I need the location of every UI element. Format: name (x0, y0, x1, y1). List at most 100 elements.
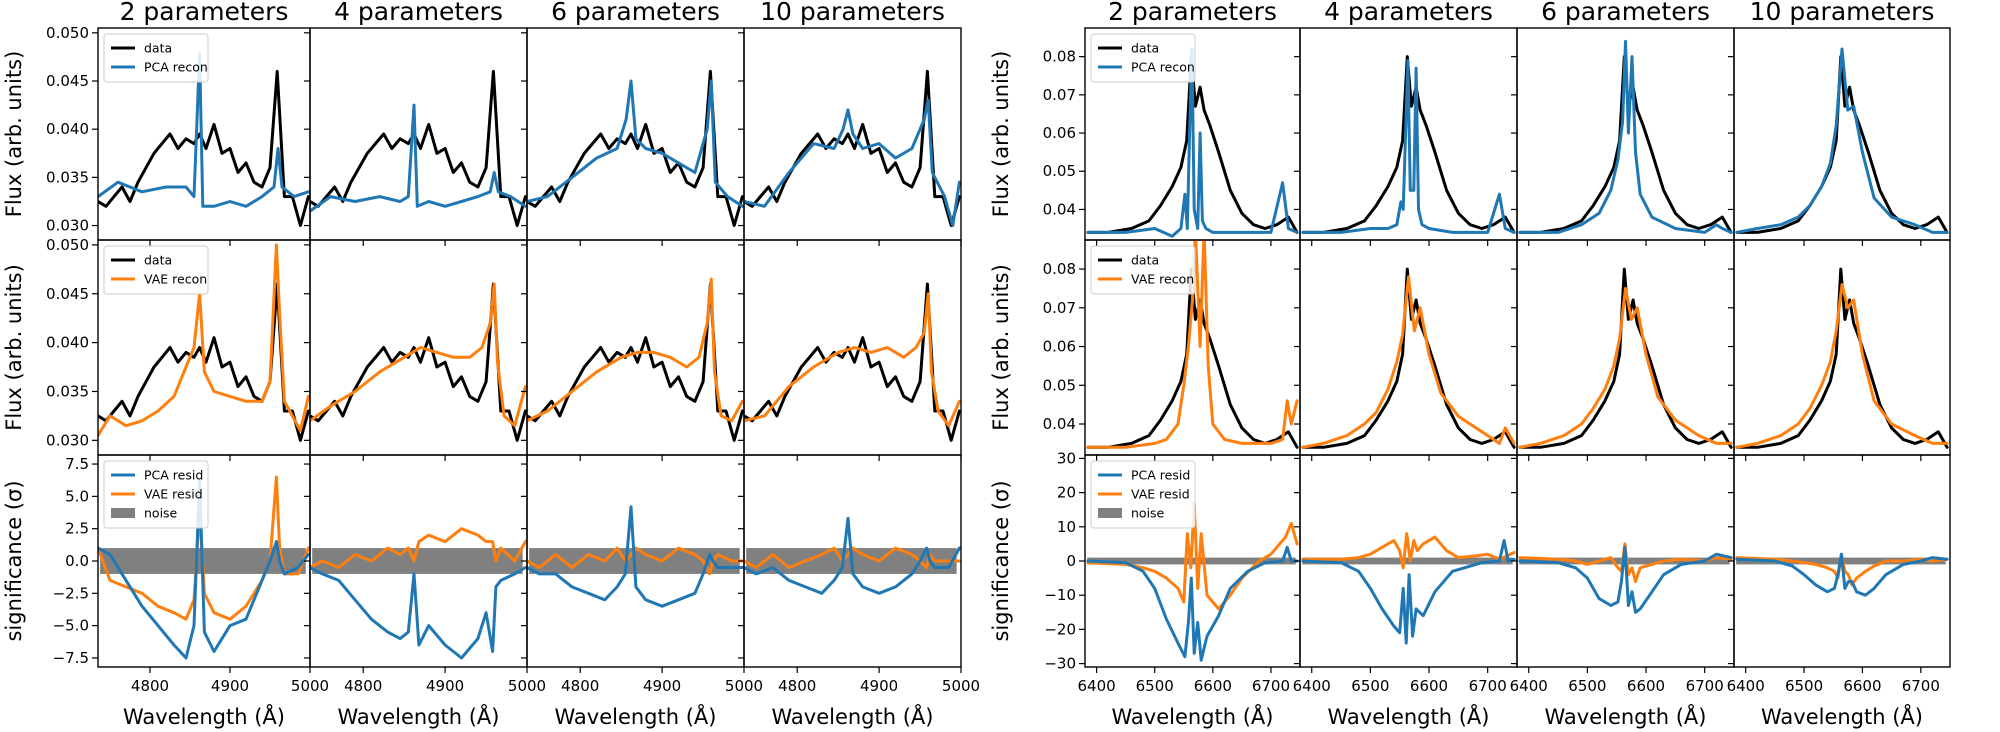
column-title: 2 parameters (1108, 0, 1277, 26)
y-tick-label: −20 (1044, 620, 1076, 638)
panel (738, 239, 962, 461)
x-tick-label: 6400 (1510, 677, 1548, 695)
x-tick-label: 6700 (1252, 677, 1290, 695)
panel (738, 27, 962, 246)
legend-label: data (1131, 253, 1159, 268)
plot-area (1086, 240, 1299, 449)
pca-resid-line (1518, 545, 1733, 614)
plot-area (744, 69, 961, 227)
y-tick-label: 0.030 (46, 217, 89, 235)
vae-recon-line (1518, 286, 1733, 449)
data-line (310, 69, 527, 227)
y-tick-label: 0.045 (46, 72, 89, 90)
y-tick-label: 7.5 (65, 455, 89, 473)
legend-label: PCA recon (144, 60, 208, 75)
column-title: 10 parameters (1750, 0, 1935, 26)
plot-area (1086, 47, 1299, 238)
plot-area (1735, 267, 1949, 449)
pca-resid-line (1301, 539, 1516, 645)
x-tick-label: 6600 (1843, 677, 1881, 695)
x-tick-label: 4900 (643, 677, 681, 695)
legend-label: VAE resid (144, 487, 203, 502)
panel (1728, 239, 1951, 461)
pca-resid-line (98, 479, 310, 660)
legend-label: PCA resid (144, 468, 203, 483)
panel (1728, 27, 1951, 246)
data-line (1301, 267, 1516, 449)
legend: data VAE recon (103, 245, 209, 295)
legend-box (1090, 33, 1196, 83)
y-tick-label: 10 (1057, 518, 1076, 536)
x-tick-label: 4900 (860, 677, 898, 695)
legend-label: VAE resid (1131, 487, 1190, 502)
y-tick-label: 0.050 (46, 236, 89, 254)
legend: PCA resid VAE resid noise (103, 460, 209, 529)
legend: data PCA recon (1090, 33, 1196, 83)
x-tick-label: 6700 (1902, 677, 1940, 695)
plot-area (310, 282, 527, 442)
legend-swatch (1098, 508, 1122, 518)
y-tick-label: −7.5 (53, 649, 89, 667)
panel: 6400 6500 6600 6700 Wavelength (Å) (1293, 454, 1518, 729)
vae-recon-line (310, 282, 527, 428)
column-title: 6 parameters (1541, 0, 1710, 26)
x-axis-label: Wavelength (Å) (1327, 703, 1489, 729)
x-tick-label: 4800 (561, 677, 599, 695)
x-tick-label: 4900 (426, 677, 464, 695)
y-tick-label: 0.05 (1043, 162, 1076, 180)
plot-area (310, 69, 527, 227)
y-tick-label: 0.035 (46, 382, 89, 400)
data-line (1735, 267, 1949, 449)
x-tick-label: 6500 (1568, 677, 1606, 695)
column-title: 4 parameters (334, 0, 503, 26)
plot-area (1301, 55, 1516, 234)
plot-area (1735, 47, 1949, 234)
panel (521, 239, 745, 461)
data-line (1518, 267, 1733, 449)
y-tick-label: 0.06 (1043, 338, 1076, 356)
vae-recon-line (1086, 240, 1299, 449)
vae-recon-line (98, 243, 310, 437)
panel: 0.04 0.05 0.06 0.07 0.08 data PCA recon (1043, 27, 1301, 246)
y-tick-label: 0.04 (1043, 200, 1076, 218)
panel: 4800 4900 5000 Wavelength (Å) (521, 454, 763, 729)
vae-resid-line (1301, 532, 1516, 570)
pca-recon-line (1086, 47, 1299, 238)
y-axis-label: Flux (arb. units) (989, 51, 1013, 218)
pca-recon-line (1301, 59, 1516, 234)
x-tick-label: 6600 (1627, 677, 1665, 695)
x-axis-label: Wavelength (Å) (554, 703, 716, 729)
vae-resid-line (310, 527, 527, 569)
y-tick-label: 0.050 (46, 24, 89, 42)
x-tick-label: 6500 (1785, 677, 1823, 695)
y-tick-label: 0.06 (1043, 124, 1076, 142)
x-tick-label: 4800 (778, 677, 816, 695)
y-tick-label: 30 (1057, 449, 1076, 467)
x-tick-label: 6400 (1293, 677, 1331, 695)
legend-box (103, 33, 209, 83)
legend: data PCA recon (103, 33, 209, 83)
panel (1511, 27, 1735, 246)
plot-area (1518, 39, 1733, 234)
noise-band (1302, 557, 1513, 565)
y-tick-label: −10 (1044, 586, 1076, 604)
legend-label: data (144, 41, 172, 56)
y-tick-label: 0.05 (1043, 376, 1076, 394)
pca-resid-line (310, 566, 527, 660)
x-tick-label: 6700 (1469, 677, 1507, 695)
legend: PCA resid VAE resid noise (1090, 460, 1196, 529)
panel (304, 239, 528, 461)
vae-recon-line (744, 292, 961, 428)
y-tick-label: 5.0 (65, 487, 89, 505)
x-tick-label: 5000 (942, 677, 980, 695)
y-tick-label: 0.07 (1043, 299, 1076, 317)
vae-recon-line (1735, 283, 1949, 449)
y-tick-label: 0.040 (46, 120, 89, 138)
pca-recon-line (98, 52, 310, 208)
chart-figure-1: 2 parameters 4 parameters 6 parameters 10 p… (2, 0, 980, 729)
y-tick-label: 0 (1066, 552, 1076, 570)
column-title: 10 parameters (760, 0, 945, 26)
legend-swatch (111, 508, 135, 518)
legend-label: data (144, 253, 172, 268)
vae-resid-line (1518, 542, 1733, 583)
